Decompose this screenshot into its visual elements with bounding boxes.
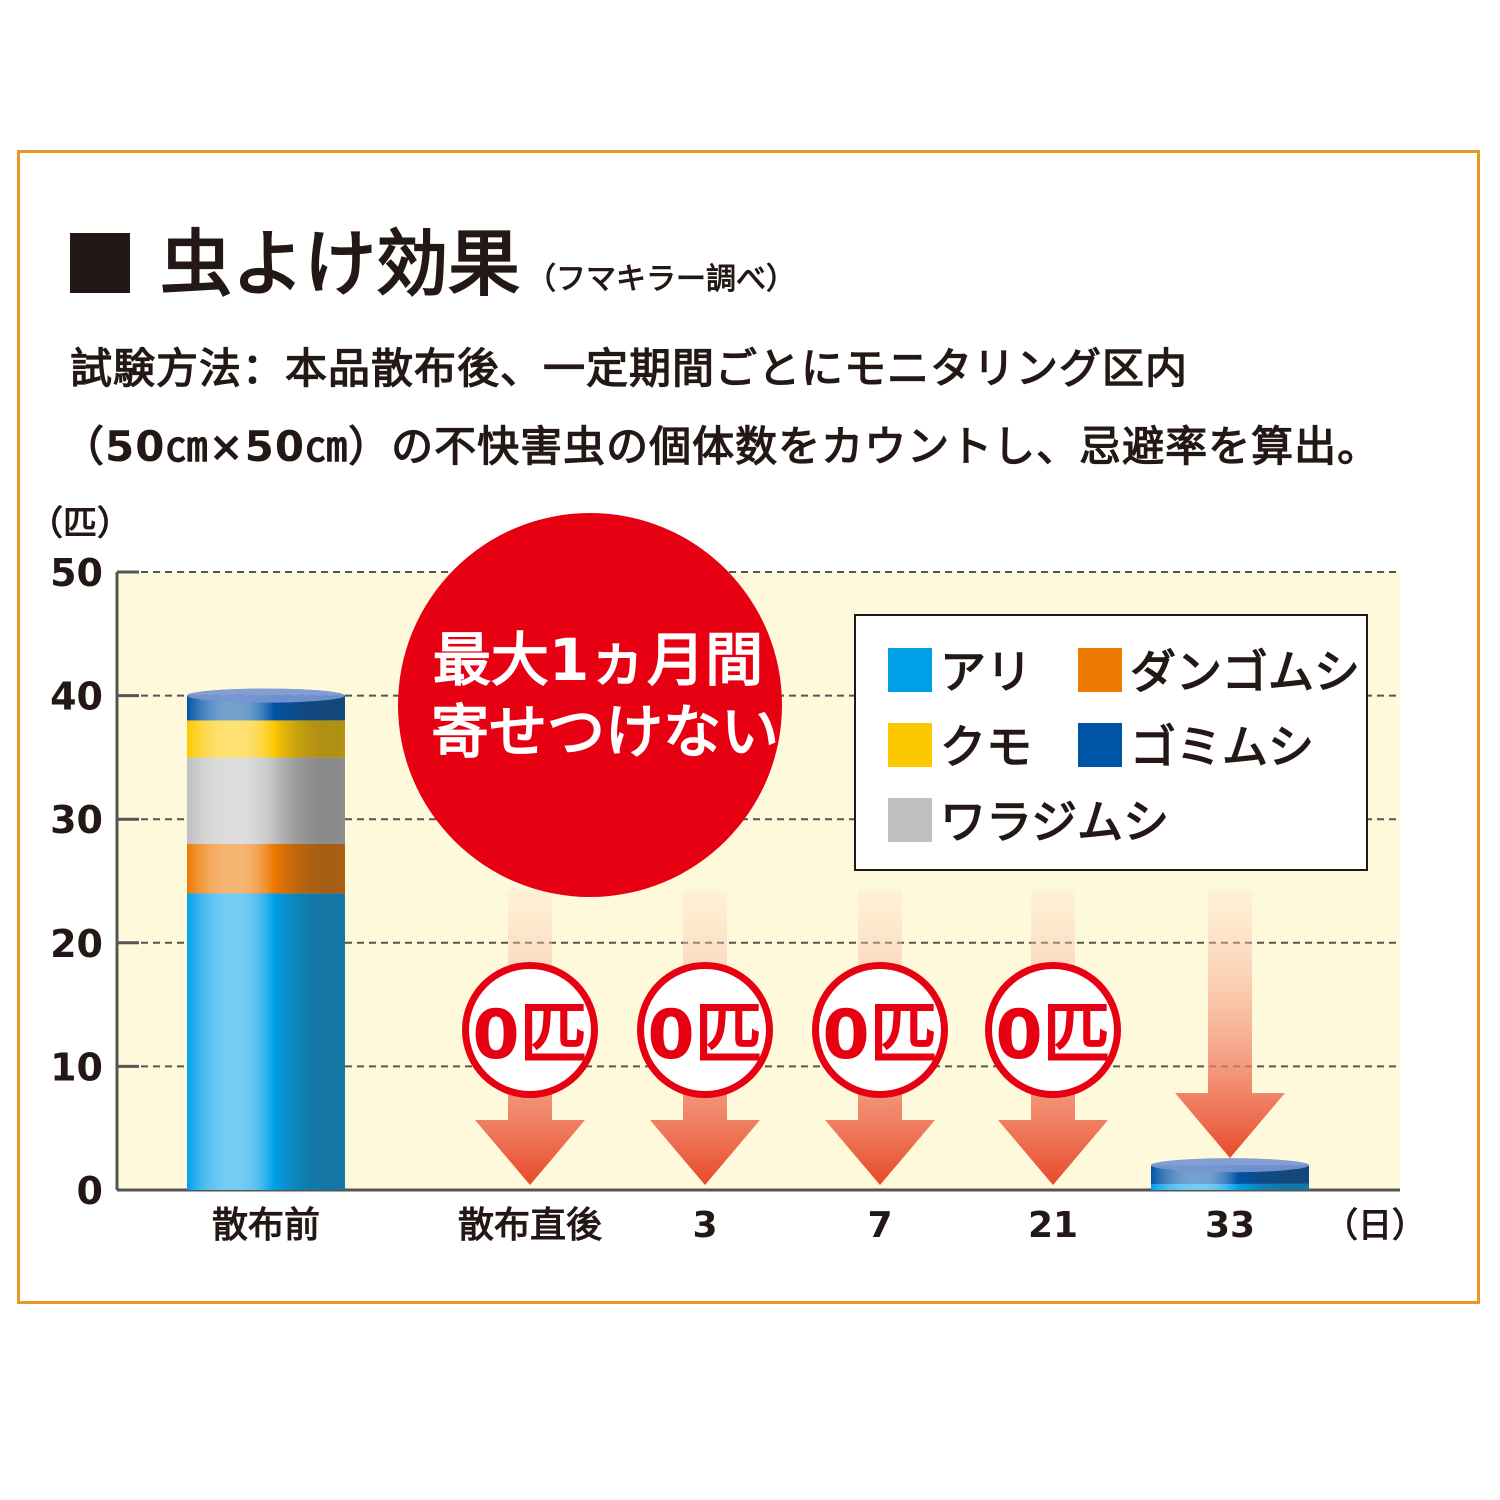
callout-circle [398, 513, 782, 897]
y-tick-label: 0 [77, 1169, 103, 1213]
zero-badge-label: 0匹 [822, 996, 937, 1075]
method-line-2: （50㎝×50㎝）の不快害虫の個体数をカウントし、忌避率を算出。 [62, 422, 1381, 471]
square-bullet-icon [70, 233, 130, 293]
x-tick-label: 3 [692, 1205, 717, 1246]
legend-label: アリ [940, 645, 1032, 699]
zero-badge-label: 0匹 [995, 996, 1110, 1075]
legend-label: ダンゴムシ [1130, 645, 1360, 699]
legend-swatch [888, 798, 932, 842]
chart-title: 虫よけ効果 （フマキラー調べ） [70, 205, 796, 310]
y-tick-label: 40 [50, 675, 103, 719]
callout-line-1: 最大1ヵ月間 [433, 626, 763, 694]
y-tick-label: 50 [50, 551, 103, 595]
down-arrow-icon [1175, 890, 1285, 1158]
y-tick-label: 10 [50, 1045, 103, 1089]
bar-cap-highlight [1151, 1158, 1309, 1173]
x-axis-unit: （日） [1324, 1206, 1426, 1246]
legend-swatch [1078, 648, 1122, 692]
bar-cap-highlight [187, 688, 345, 703]
x-tick-label: 散布前 [212, 1205, 320, 1246]
zero-badge [644, 969, 766, 1091]
x-tick-label: 21 [1028, 1205, 1078, 1246]
title-subtitle: （フマキラー調べ） [526, 262, 797, 297]
zero-badge [819, 969, 941, 1091]
bar-segment-shade [187, 757, 345, 844]
x-tick-label: 7 [867, 1205, 892, 1246]
callout-line-2: 寄せつけない [431, 698, 779, 766]
x-tick-label: 散布直後 [458, 1205, 603, 1246]
y-tick-label: 20 [50, 922, 103, 966]
zero-badge-label: 0匹 [472, 996, 587, 1075]
y-axis-unit: （匹） [29, 504, 131, 544]
legend-label: ワラジムシ [940, 795, 1169, 849]
y-tick-label: 30 [50, 798, 103, 842]
bar-segment-shade [187, 843, 345, 894]
zero-badge [469, 969, 591, 1091]
x-tick-label: 33 [1205, 1205, 1255, 1246]
legend-swatch [888, 723, 932, 767]
method-line-1: 試験方法：本品散布後、一定期間ごとにモニタリング区内 [70, 344, 1189, 393]
bar-segment-shade [187, 893, 345, 1190]
legend-label: ゴミムシ [1130, 720, 1314, 774]
legend-swatch [1078, 723, 1122, 767]
legend-swatch [888, 648, 932, 692]
title-text: 虫よけ効果 [160, 222, 521, 306]
zero-badge [992, 969, 1114, 1091]
legend-label: クモ [940, 720, 1032, 774]
bar-segment-shade [187, 720, 345, 758]
bar-segment-shade [1151, 1183, 1309, 1190]
zero-badge-label: 0匹 [647, 996, 762, 1075]
